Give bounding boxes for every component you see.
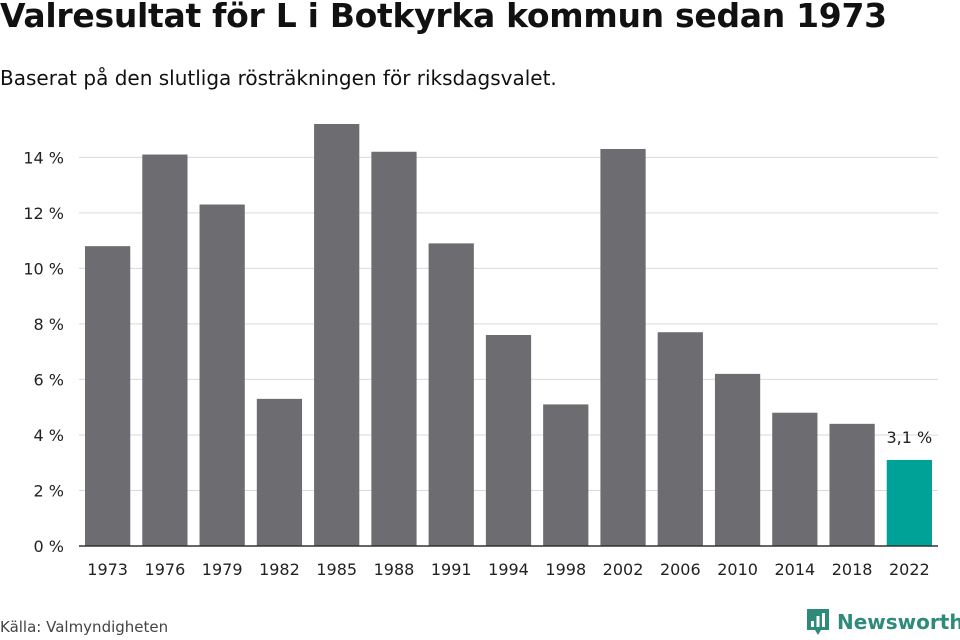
x-tick-label: 2022	[889, 560, 930, 579]
x-tick-label: 2006	[660, 560, 701, 579]
y-tick-label: 8 %	[34, 315, 64, 334]
y-axis-ticks: 0 % 2 % 4 % 6 % 8 % 10 % 12 % 14 %	[23, 148, 64, 556]
bar-1976	[142, 154, 188, 546]
x-tick-label: 1976	[145, 560, 186, 579]
bars	[85, 124, 932, 546]
x-tick-label: 1988	[374, 560, 415, 579]
data-label-2022: 3,1 %	[886, 428, 932, 447]
bar-1973	[85, 246, 131, 546]
y-tick-label: 6 %	[34, 370, 64, 389]
bar-1988	[371, 151, 417, 546]
x-axis-ticks: 1973 1976 1979 1982 1985 1988 1991 1994 1998 2002…	[87, 560, 929, 579]
x-tick-label: 1998	[545, 560, 586, 579]
x-tick-label: 1979	[202, 560, 243, 579]
chart-subtitle: Baserat på den slutliga rösträkningen fö…	[0, 66, 557, 90]
bar-2010	[714, 373, 761, 546]
bar-2014	[772, 412, 818, 546]
x-tick-label: 2014	[774, 560, 815, 579]
y-tick-label: 4 %	[34, 426, 64, 445]
x-tick-label: 1991	[431, 560, 472, 579]
x-tick-label: 2018	[832, 560, 873, 579]
y-tick-label: 14 %	[23, 148, 64, 167]
brand-name: Newsworthy	[837, 610, 960, 634]
bar-1994	[485, 335, 532, 546]
data-labels: 3,1 %	[886, 428, 932, 447]
bar-1998	[543, 404, 589, 546]
x-tick-label: 2002	[603, 560, 644, 579]
x-tick-label: 2010	[717, 560, 758, 579]
x-tick-label: 1982	[259, 560, 300, 579]
x-tick-label: 1994	[488, 560, 529, 579]
y-tick-label: 0 %	[34, 537, 64, 556]
bar-chart: 0 % 2 % 4 % 6 % 8 % 10 % 12 % 14 % 1973 1976 1979…	[23, 124, 938, 579]
newsworthy-logo-icon	[807, 609, 829, 635]
bar-2002	[600, 148, 646, 546]
bar-2018	[829, 423, 875, 546]
y-tick-label: 12 %	[23, 204, 64, 223]
bar-1991	[428, 243, 474, 546]
y-tick-label: 2 %	[34, 481, 64, 500]
bar-2022	[886, 459, 932, 546]
bar-2006	[657, 332, 703, 546]
y-tick-label: 10 %	[23, 259, 64, 278]
chart-title: Valresultat för L i Botkyrka kommun seda…	[0, 0, 887, 35]
brand-logo: Newsworthy	[805, 607, 960, 637]
bar-1982	[256, 398, 303, 546]
source-note: Källa: Valmyndigheten	[0, 618, 169, 636]
x-tick-label: 1973	[87, 560, 128, 579]
x-tick-label: 1985	[316, 560, 357, 579]
bar-1979	[199, 204, 245, 546]
bar-1985	[314, 124, 360, 546]
